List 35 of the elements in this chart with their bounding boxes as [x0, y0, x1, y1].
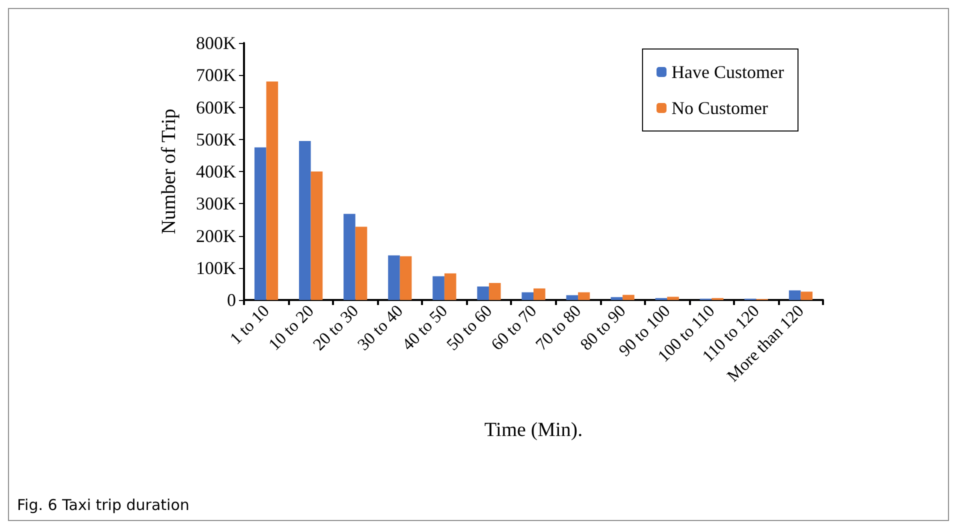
- legend-label: Have Customer: [672, 62, 784, 82]
- bar: [266, 82, 278, 300]
- bar: [355, 226, 368, 300]
- y-tick-label: 600K: [196, 97, 236, 118]
- bar: [610, 297, 623, 300]
- y-tick-label: 200K: [196, 226, 236, 246]
- y-tick-label: 400K: [196, 162, 236, 182]
- x-axis-title: Time (Min).: [484, 419, 583, 441]
- y-axis-title: Number of Trip: [158, 108, 180, 234]
- y-tick-label: 300K: [196, 194, 236, 214]
- bar: [310, 172, 323, 300]
- bar: [299, 140, 311, 300]
- caption: Fig. 6 Taxi trip duration: [17, 496, 190, 514]
- bar: [488, 282, 501, 300]
- bar: [477, 286, 489, 300]
- bar: [788, 290, 801, 300]
- bar: [388, 255, 400, 300]
- y-tick-label: 500K: [196, 129, 236, 150]
- bar: [578, 292, 590, 300]
- legend-label: No Customer: [672, 98, 768, 118]
- bar: [254, 147, 266, 300]
- bar: [444, 273, 456, 300]
- bar: [522, 292, 534, 300]
- bar: [432, 276, 444, 300]
- y-tick-label: 800K: [196, 33, 236, 53]
- y-tick-label: 0: [227, 290, 236, 310]
- bar: [566, 295, 578, 300]
- bar: [667, 296, 679, 300]
- bar: [534, 288, 546, 300]
- bar: [400, 256, 412, 300]
- bar: [344, 214, 356, 300]
- bar: [800, 292, 813, 300]
- y-tick-label: 700K: [196, 65, 236, 86]
- y-tick-label: 100K: [196, 258, 236, 278]
- bar: [622, 294, 634, 300]
